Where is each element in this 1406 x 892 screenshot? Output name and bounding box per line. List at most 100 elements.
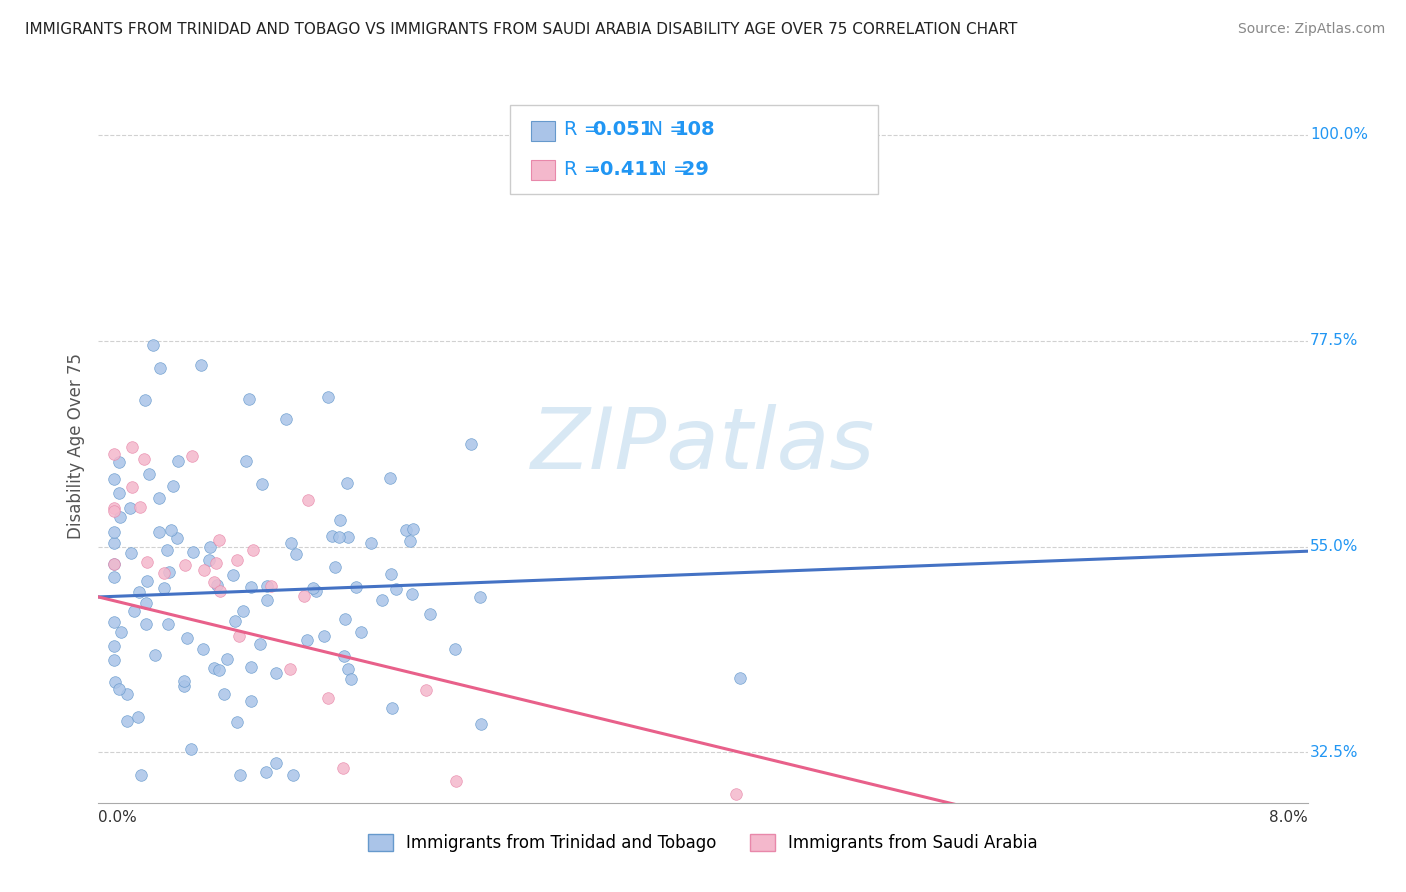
Point <box>305 583 328 598</box>
Point <box>395 523 418 537</box>
Point <box>181 545 204 559</box>
Point <box>198 540 221 554</box>
Point <box>208 533 231 547</box>
Point <box>156 543 179 558</box>
Point <box>232 604 254 618</box>
Point <box>193 642 215 657</box>
Text: 108: 108 <box>675 120 716 139</box>
Point <box>380 566 402 581</box>
Point <box>103 653 125 667</box>
Point <box>131 768 153 782</box>
Point <box>384 582 406 596</box>
Point <box>202 574 225 589</box>
Point <box>444 774 467 789</box>
Point <box>225 553 247 567</box>
Point <box>381 700 404 714</box>
Point <box>278 662 301 676</box>
Point <box>380 471 402 485</box>
Point <box>337 530 360 544</box>
Point <box>235 453 257 467</box>
Point <box>249 637 271 651</box>
Point <box>254 764 277 779</box>
Point <box>134 451 156 466</box>
Point <box>166 532 188 546</box>
Point <box>162 479 184 493</box>
Point <box>202 661 225 675</box>
Point <box>240 580 263 594</box>
Text: 0.0%: 0.0% <box>98 810 138 825</box>
Point <box>266 756 288 770</box>
Point <box>103 504 125 518</box>
Point <box>256 579 278 593</box>
Point <box>371 593 394 607</box>
Point <box>224 615 246 629</box>
Text: Source: ZipAtlas.com: Source: ZipAtlas.com <box>1237 22 1385 37</box>
Point <box>333 612 356 626</box>
Point <box>103 500 125 515</box>
Text: ZIPatlas: ZIPatlas <box>531 404 875 488</box>
Point <box>295 632 318 647</box>
Point <box>108 510 131 524</box>
Point <box>217 652 239 666</box>
Point <box>260 579 283 593</box>
Point <box>103 536 125 550</box>
Point <box>149 361 172 376</box>
Point <box>344 580 367 594</box>
Text: 32.5%: 32.5% <box>1310 745 1358 760</box>
Text: 29: 29 <box>675 160 709 178</box>
Point <box>239 660 262 674</box>
Point <box>121 480 143 494</box>
Point <box>333 649 356 664</box>
Point <box>725 787 748 801</box>
Legend: Immigrants from Trinidad and Tobago, Immigrants from Saudi Arabia: Immigrants from Trinidad and Tobago, Imm… <box>361 827 1045 859</box>
Point <box>120 546 142 560</box>
FancyBboxPatch shape <box>531 160 555 180</box>
Point <box>135 617 157 632</box>
Point <box>127 710 149 724</box>
Point <box>238 392 260 407</box>
Text: 0.051: 0.051 <box>592 120 654 139</box>
Point <box>103 674 125 689</box>
Point <box>108 682 131 697</box>
Text: R =: R = <box>564 160 606 178</box>
Point <box>153 581 176 595</box>
Point <box>332 761 354 775</box>
Point <box>160 523 183 537</box>
Point <box>129 500 152 514</box>
Point <box>174 558 197 572</box>
Point <box>337 662 360 676</box>
Point <box>107 455 129 469</box>
FancyBboxPatch shape <box>531 120 555 141</box>
Point <box>135 574 157 589</box>
Point <box>180 742 202 756</box>
Y-axis label: Disability Age Over 75: Disability Age Over 75 <box>66 353 84 539</box>
Text: 77.5%: 77.5% <box>1310 334 1358 348</box>
Point <box>103 615 125 629</box>
Point <box>103 524 125 539</box>
Point <box>401 586 423 600</box>
Point <box>312 629 335 643</box>
Point <box>250 477 273 491</box>
Point <box>135 555 157 569</box>
Point <box>190 359 212 373</box>
Point <box>328 530 350 544</box>
Point <box>728 671 751 685</box>
Point <box>470 717 492 731</box>
Point <box>350 625 373 640</box>
Point <box>321 529 343 543</box>
Text: N =: N = <box>647 160 696 178</box>
Point <box>399 534 422 549</box>
Point <box>148 524 170 539</box>
Point <box>103 557 125 571</box>
Point <box>360 535 382 549</box>
Point <box>122 604 145 618</box>
Point <box>336 475 359 490</box>
Point <box>118 500 141 515</box>
FancyBboxPatch shape <box>509 105 879 194</box>
Point <box>470 590 492 604</box>
Point <box>280 536 302 550</box>
Point <box>103 447 125 461</box>
Point <box>103 558 125 572</box>
Point <box>276 412 298 426</box>
Point <box>240 694 263 708</box>
